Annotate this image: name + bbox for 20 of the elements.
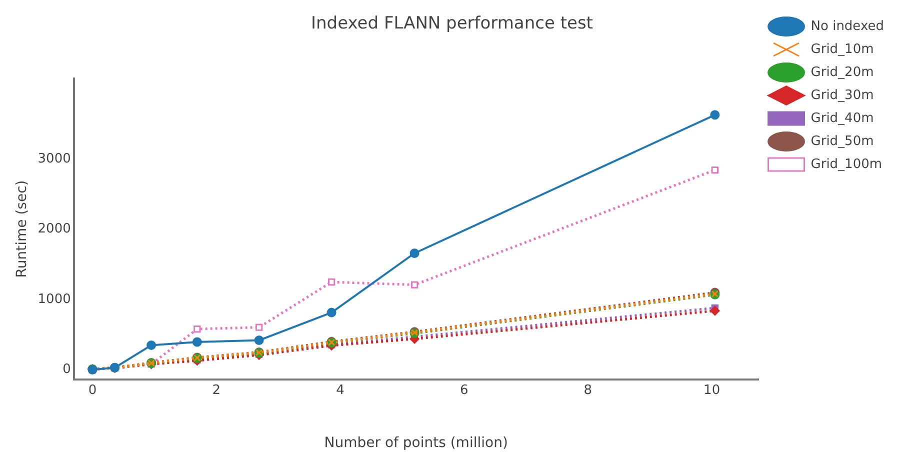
y-tick-label: 3000	[38, 152, 71, 167]
legend-label: No indexed	[810, 18, 884, 34]
x-tick-label: 8	[584, 382, 592, 398]
legend-label: Grid_20m	[810, 64, 874, 80]
legend-label: Grid_30m	[810, 88, 874, 103]
x-tick-label: 0	[88, 382, 97, 398]
legend-label: Grid_10m	[810, 42, 874, 57]
x-tick-label: 2	[212, 382, 220, 398]
legend-label: Grid_50m	[810, 134, 874, 149]
y-tick-label: 1000	[38, 292, 71, 307]
x-tick-label: 4	[336, 382, 344, 398]
legend-label: Grid_40m	[810, 110, 874, 126]
y-tick-label: 2000	[38, 222, 71, 237]
x-tick-label: 10	[704, 382, 720, 398]
y-axis-title: Runtime (sec)	[14, 180, 30, 278]
x-axis-title: Number of points (million)	[324, 435, 508, 452]
y-tick-label: 0	[62, 362, 71, 378]
chart-title: Indexed FLANN performance test	[311, 14, 594, 34]
x-tick-label: 6	[460, 382, 468, 398]
legend-label: Grid_100m	[810, 156, 882, 172]
